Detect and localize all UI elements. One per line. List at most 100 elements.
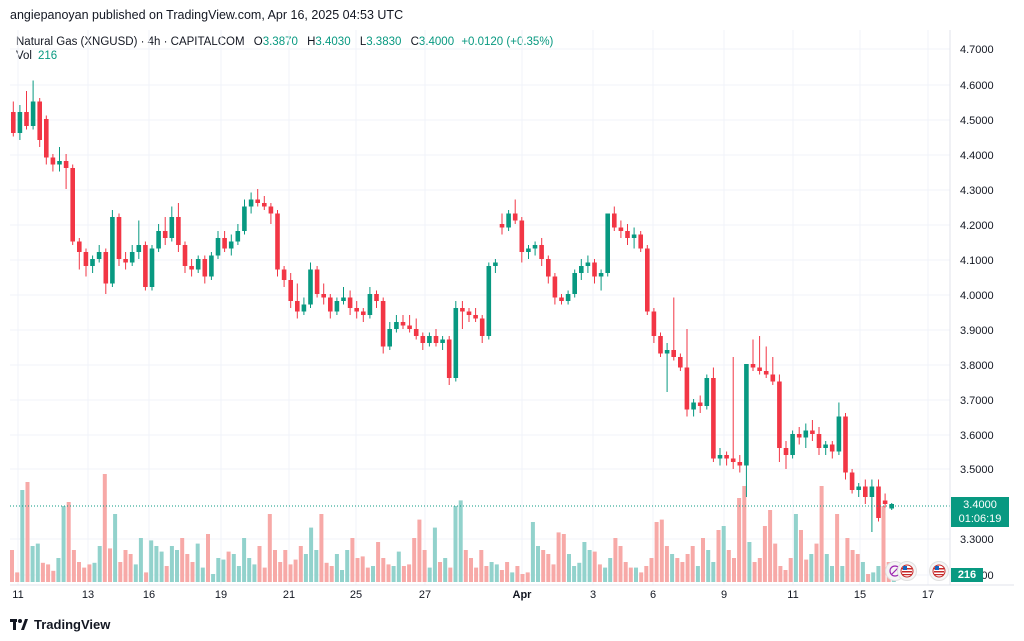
- price-tick-label: 3.5000: [960, 464, 994, 476]
- candle: [50, 154, 56, 172]
- candle: [156, 224, 161, 252]
- candle: [737, 455, 743, 473]
- candle: [816, 427, 822, 455]
- candle: [559, 294, 564, 305]
- time-tick-label: 3: [590, 589, 596, 601]
- candle: [255, 189, 260, 207]
- candle: [565, 290, 571, 305]
- us-flag-icon[interactable]: [897, 561, 917, 581]
- volume-bar: [242, 538, 247, 582]
- candle: [783, 441, 789, 469]
- volume-bar: [819, 486, 824, 582]
- candle: [777, 374, 782, 462]
- volume-bar: [71, 550, 76, 582]
- volume-bar: [737, 498, 742, 582]
- time-tick-label: 15: [854, 589, 866, 601]
- volume-bar: [200, 567, 205, 582]
- symbol-label[interactable]: Natural Gas (XNGUSD) · 4h · CAPITALCOM: [16, 36, 245, 48]
- bar-countdown: 01:06:19: [958, 513, 1002, 525]
- volume-bar: [732, 558, 736, 582]
- volume-bar: [561, 534, 566, 582]
- price-tick-label: 4.3000: [960, 185, 994, 197]
- volume-bar: [860, 562, 865, 582]
- volume-bar: [133, 564, 138, 582]
- volume-bar: [613, 538, 618, 582]
- open-label: O: [253, 36, 263, 48]
- volume-bar: [303, 554, 308, 582]
- volume-bar: [541, 550, 546, 582]
- volume-bar: [701, 538, 705, 582]
- time-tick-label: 11: [12, 589, 23, 601]
- us-flag-icon-2[interactable]: [929, 561, 949, 581]
- volume-bar: [489, 562, 494, 582]
- high-value: 3.4030: [315, 36, 351, 48]
- time-tick-label: 19: [215, 589, 227, 601]
- candle: [242, 199, 247, 235]
- close-value: 3.4000: [418, 36, 455, 48]
- candle: [876, 479, 881, 522]
- candle: [103, 248, 109, 294]
- price-tick-label: 4.0000: [960, 290, 994, 302]
- candle: [572, 269, 577, 298]
- candle: [466, 308, 472, 322]
- candle: [625, 224, 630, 245]
- volume-bar: [283, 550, 288, 582]
- candle: [24, 91, 29, 130]
- candle: [889, 503, 894, 510]
- candle: [803, 423, 809, 448]
- tradingview-logo-icon: [10, 618, 28, 630]
- candle: [262, 196, 267, 210]
- volume-bar: [432, 527, 437, 582]
- volume-bar: [401, 566, 406, 582]
- volume-bar: [783, 570, 788, 582]
- volume-value: 216: [38, 50, 58, 62]
- volume-bar: [546, 554, 551, 582]
- candle: [579, 259, 584, 280]
- candle: [532, 241, 538, 256]
- candle: [512, 199, 518, 224]
- price-tick-label: 4.4000: [960, 150, 994, 162]
- candle: [486, 262, 492, 340]
- volume-bar: [334, 554, 339, 582]
- time-axis: 11 13 16 19 21 25 27 Apr 3 6 9 11 15 17: [12, 589, 934, 601]
- candle: [374, 290, 379, 308]
- candle: [750, 339, 756, 371]
- volume-bar: [551, 564, 556, 582]
- volume-bar: [46, 564, 51, 582]
- volume-bar: [149, 540, 154, 582]
- candle: [645, 245, 650, 315]
- candle: [83, 248, 89, 277]
- candle: [110, 210, 115, 287]
- candle: [215, 231, 221, 259]
- candle: [235, 224, 241, 245]
- volume-bar: [768, 510, 773, 582]
- last-price: 3.4000: [963, 499, 997, 511]
- volume-bar: [376, 542, 381, 582]
- candle: [730, 357, 736, 469]
- candle: [724, 451, 729, 466]
- candle: [394, 315, 399, 333]
- volume-bars: [10, 474, 896, 582]
- candle: [189, 259, 194, 277]
- volume-bar: [66, 502, 71, 582]
- time-tick-label: 13: [82, 589, 94, 601]
- candle: [453, 301, 459, 382]
- price-tick-label: 4.7000: [960, 44, 994, 56]
- volume-bar: [319, 514, 324, 582]
- candle: [796, 427, 802, 445]
- candle: [651, 308, 657, 343]
- candle: [757, 336, 762, 375]
- candle: [691, 399, 696, 417]
- volume-bar: [603, 567, 608, 582]
- volume-bar: [448, 567, 453, 582]
- candle: [638, 231, 643, 252]
- chart-grid: [10, 30, 950, 585]
- close-label: C: [410, 36, 419, 48]
- candle: [341, 287, 346, 305]
- volume-bar: [113, 514, 118, 582]
- candle: [506, 210, 511, 231]
- candle: [585, 255, 591, 273]
- volume-bar: [159, 551, 164, 582]
- candle: [380, 297, 386, 354]
